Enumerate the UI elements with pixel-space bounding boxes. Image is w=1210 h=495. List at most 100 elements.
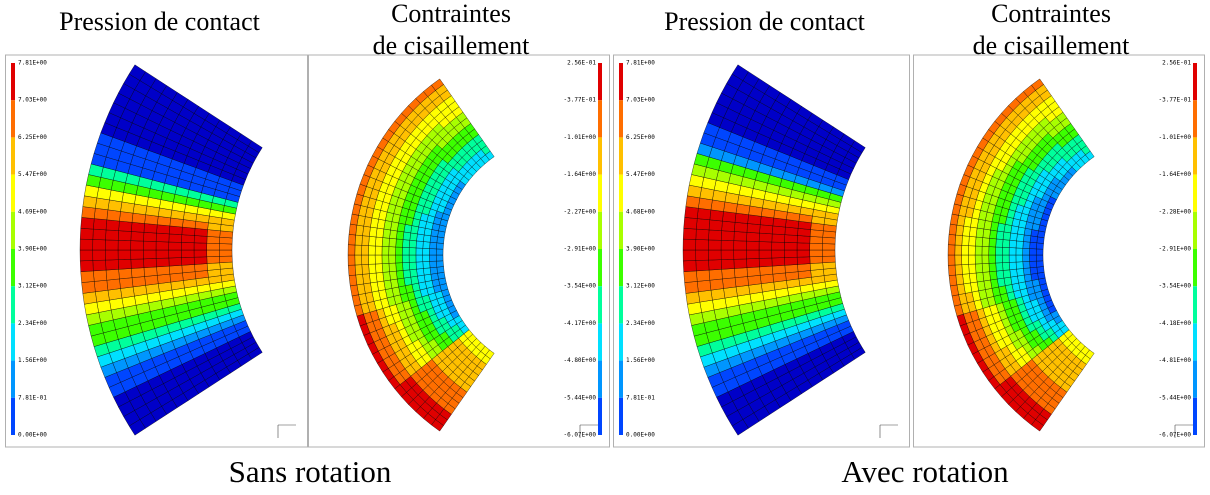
mesh-cell [219, 255, 233, 263]
mesh-cell [720, 240, 734, 251]
mesh-cell [758, 232, 773, 243]
mesh-cell [735, 285, 751, 297]
mesh-cell [1002, 254, 1010, 263]
mesh-cell [733, 231, 748, 242]
mesh-cell [969, 272, 978, 284]
mesh-cell [131, 276, 146, 288]
mesh-cell [968, 236, 977, 247]
colorbar-label: -5.44E+00 [563, 394, 596, 401]
mesh-cell [746, 232, 760, 242]
colorbar-label: 7.03E+00 [18, 97, 47, 104]
mesh-cell [131, 212, 146, 224]
mesh-cell [368, 245, 376, 256]
mesh-cell [143, 232, 157, 242]
mesh-cell [947, 244, 956, 256]
colorbar-label: 5.47E+00 [18, 171, 47, 178]
colorbar-segment [619, 323, 623, 361]
mesh-cell [1023, 274, 1033, 283]
mesh-cell [734, 267, 748, 278]
colorbar-segment [598, 63, 602, 101]
colorbar-label: 2.34E+00 [626, 320, 655, 327]
mesh-cell [968, 263, 977, 274]
colorbar-label: -2.28E+00 [1158, 208, 1191, 215]
mesh-cell [355, 274, 364, 286]
mesh-cell [155, 232, 170, 243]
mesh-cell [759, 224, 773, 235]
mesh-cell [168, 233, 182, 243]
mesh-cell [395, 262, 404, 272]
colorbar-segment [1193, 323, 1197, 361]
mesh-cell [118, 230, 132, 241]
mesh-cell [396, 270, 405, 280]
mesh-cell [429, 260, 437, 268]
mesh-cell [684, 206, 699, 219]
mesh-cell [996, 230, 1005, 240]
mesh-cell [375, 272, 384, 283]
colorbar-segment [619, 211, 623, 249]
mesh-cell [1015, 254, 1023, 263]
mesh-cell [119, 277, 134, 289]
mesh-cell [948, 264, 956, 276]
mesh-cell [683, 270, 698, 283]
mesh-cell [1037, 272, 1046, 280]
colorbar-label: -1.64E+00 [563, 171, 596, 178]
mesh-cell [181, 234, 195, 243]
colorbar-segment [619, 397, 623, 435]
mesh-cell [1002, 247, 1010, 256]
mesh-cell [347, 244, 356, 256]
mesh-cell [708, 239, 722, 251]
colorbar-segment [11, 397, 15, 435]
mesh-cell [409, 268, 418, 278]
panel-title: Contraintes [991, 0, 1111, 28]
mesh-cell [436, 260, 444, 268]
mesh-cell [961, 235, 970, 246]
mesh-cell [733, 258, 748, 269]
mesh-cell [981, 254, 990, 264]
mesh-cell [708, 269, 723, 281]
mesh-cell [402, 247, 410, 256]
colorbar-label: -3.54E+00 [1158, 283, 1191, 290]
mesh-cell [92, 228, 107, 241]
mesh-cell [423, 234, 431, 243]
mesh-cell [402, 254, 410, 263]
mesh-cell [1015, 240, 1024, 249]
mesh-cell [388, 262, 397, 272]
mesh-cell [710, 288, 726, 301]
mesh-cell [695, 239, 709, 251]
mesh-cell [79, 238, 93, 251]
mesh-cell [82, 291, 97, 305]
panel: 2.56E-01 -3.77E-01 -1.01E+00 -1.64E+00 -2.27… [308, 0, 610, 448]
colorbar-segment [598, 360, 602, 398]
mesh-cell [995, 246, 1003, 256]
mesh-cell [143, 258, 157, 268]
mesh-cell [708, 219, 723, 231]
mesh-cell [1008, 247, 1017, 256]
mesh-cell [155, 241, 169, 251]
mesh-cell [430, 273, 439, 281]
colorbar-segment [11, 323, 15, 361]
mesh-cell [685, 291, 700, 305]
mesh-cell [168, 257, 182, 267]
mesh-cell [181, 249, 195, 258]
mesh-cell [955, 224, 964, 236]
mesh-cell [988, 254, 996, 264]
mesh-cell [361, 245, 369, 256]
mesh-cell [975, 263, 983, 274]
mesh-cell [381, 246, 390, 256]
mesh-cell [429, 254, 437, 262]
mesh-cell [92, 259, 107, 272]
mesh-cell [810, 269, 825, 278]
mesh-cell [1029, 254, 1037, 262]
mesh-cell [128, 64, 146, 81]
mesh-cell [361, 254, 369, 265]
mesh-cell [947, 254, 956, 266]
mesh-cell [772, 265, 786, 275]
mesh-cell [709, 209, 724, 222]
colorbar-segment [619, 286, 623, 324]
colorbar-label: 7.81E+00 [18, 60, 47, 67]
mesh-cell [155, 257, 170, 268]
mesh-cell [771, 257, 785, 267]
mesh-cell [431, 78, 444, 91]
mesh-cell [1002, 269, 1011, 279]
mesh-cell [955, 274, 964, 286]
